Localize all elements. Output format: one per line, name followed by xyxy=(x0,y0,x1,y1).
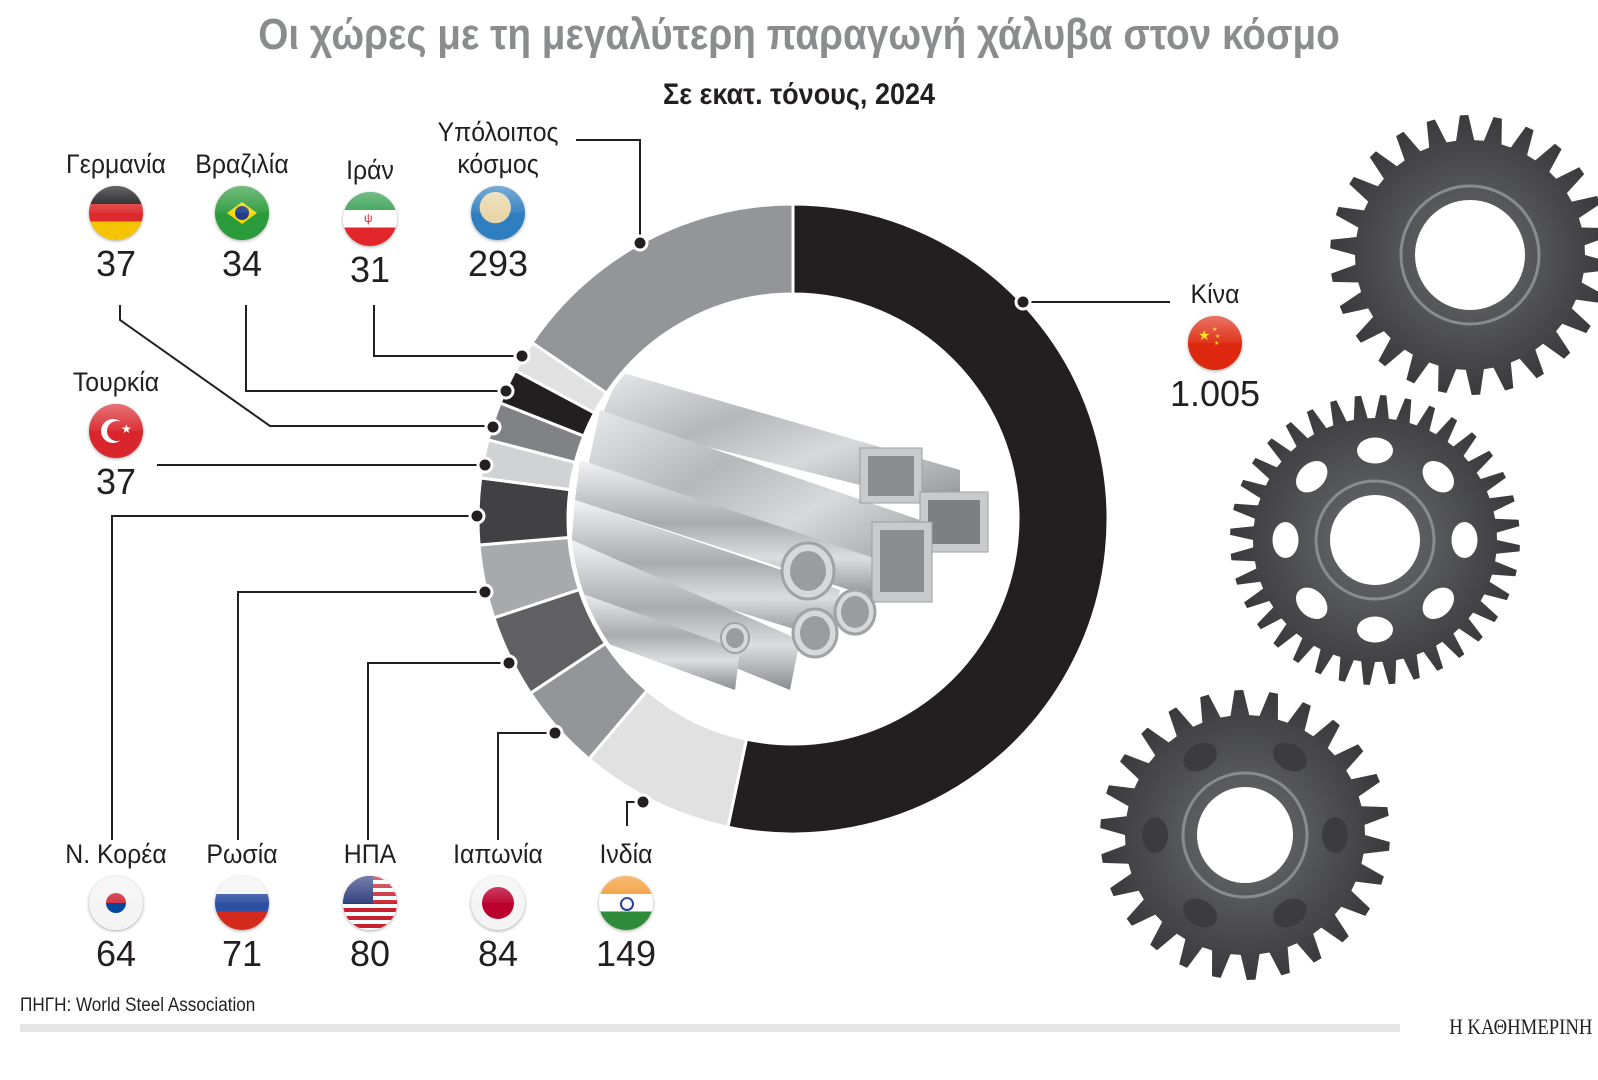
country-value: 37 xyxy=(95,461,137,502)
label-germany: Γερμανία 37 xyxy=(46,148,186,284)
country-value: 149 xyxy=(595,933,657,974)
turkey-flag-icon: ★ xyxy=(89,404,143,458)
country-name: Ινδία xyxy=(599,839,653,869)
japan-flag-icon xyxy=(471,876,525,930)
label-turkey: Τουρκία ★ 37 xyxy=(46,366,186,502)
donut-segment xyxy=(529,202,795,396)
globe-icon xyxy=(471,186,525,240)
gear-icon-top xyxy=(1330,115,1598,395)
iran-flag-icon: ψ xyxy=(343,192,397,246)
footer-bar xyxy=(20,1024,1400,1032)
label-south-korea: Ν. Κορέα 64 xyxy=(46,838,186,974)
country-value: 80 xyxy=(349,933,391,974)
south-korea-flag-icon xyxy=(89,876,143,930)
brazil-flag-icon xyxy=(215,186,269,240)
country-name-line2: κόσμος xyxy=(457,149,539,179)
leader-lines xyxy=(111,139,1170,840)
country-name: Κίνα xyxy=(1190,279,1240,309)
russia-flag-icon xyxy=(215,876,269,930)
country-name: Ν. Κορέα xyxy=(65,839,167,869)
label-india: Ινδία 149 xyxy=(556,838,696,974)
country-value: 31 xyxy=(349,249,391,290)
country-name: ΗΠΑ xyxy=(343,839,397,869)
country-name: Βραζιλία xyxy=(195,149,289,179)
leader-dots xyxy=(468,234,1032,811)
country-name: Ιράν xyxy=(346,155,394,185)
country-value: 37 xyxy=(95,243,137,284)
publisher-logo: Η ΚΑΘΗΜΕΡΙΝΗ xyxy=(1448,1014,1592,1039)
label-iran: Ιράν ψ 31 xyxy=(300,154,440,290)
usa-flag-icon xyxy=(343,876,397,930)
source-note: ΠΗΓΗ: World Steel Association xyxy=(20,995,256,1016)
label-brazil: Βραζιλία 34 xyxy=(172,148,312,284)
gear-icon-middle xyxy=(1230,395,1520,685)
gear-icon-bottom xyxy=(1100,690,1390,980)
country-value: 34 xyxy=(221,243,263,284)
china-flag-icon: ★ ★ ★ ★ xyxy=(1188,316,1242,370)
chart-subtitle: Σε εκατ. τόνους, 2024 xyxy=(662,78,936,111)
label-rest-of-world: Υπόλοιπος κόσμος 293 xyxy=(428,116,568,284)
country-value: 293 xyxy=(467,243,529,284)
country-value: 84 xyxy=(477,933,519,974)
country-value: 1.005 xyxy=(1169,373,1261,414)
germany-flag-icon xyxy=(89,186,143,240)
country-name: Τουρκία xyxy=(72,367,160,397)
label-japan: Ιαπωνία 84 xyxy=(428,838,568,974)
label-china: Κίνα ★ ★ ★ ★ 1.005 xyxy=(1145,278,1285,414)
label-russia: Ρωσία 71 xyxy=(172,838,312,974)
chart-title: Οι χώρες με τη μεγαλύτερη παραγωγή χάλυβ… xyxy=(258,10,1340,59)
country-name-line1: Υπόλοιπος xyxy=(437,117,559,147)
country-value: 71 xyxy=(221,933,263,974)
india-flag-icon xyxy=(599,876,653,930)
country-name: Ρωσία xyxy=(206,839,278,869)
label-usa: ΗΠΑ 80 xyxy=(300,838,440,974)
donut-segment xyxy=(726,202,1110,836)
country-value: 64 xyxy=(95,933,137,974)
country-name: Γερμανία xyxy=(66,149,166,179)
country-name: Ιαπωνία xyxy=(453,839,543,869)
steel-pipes-illustration xyxy=(571,297,1015,741)
